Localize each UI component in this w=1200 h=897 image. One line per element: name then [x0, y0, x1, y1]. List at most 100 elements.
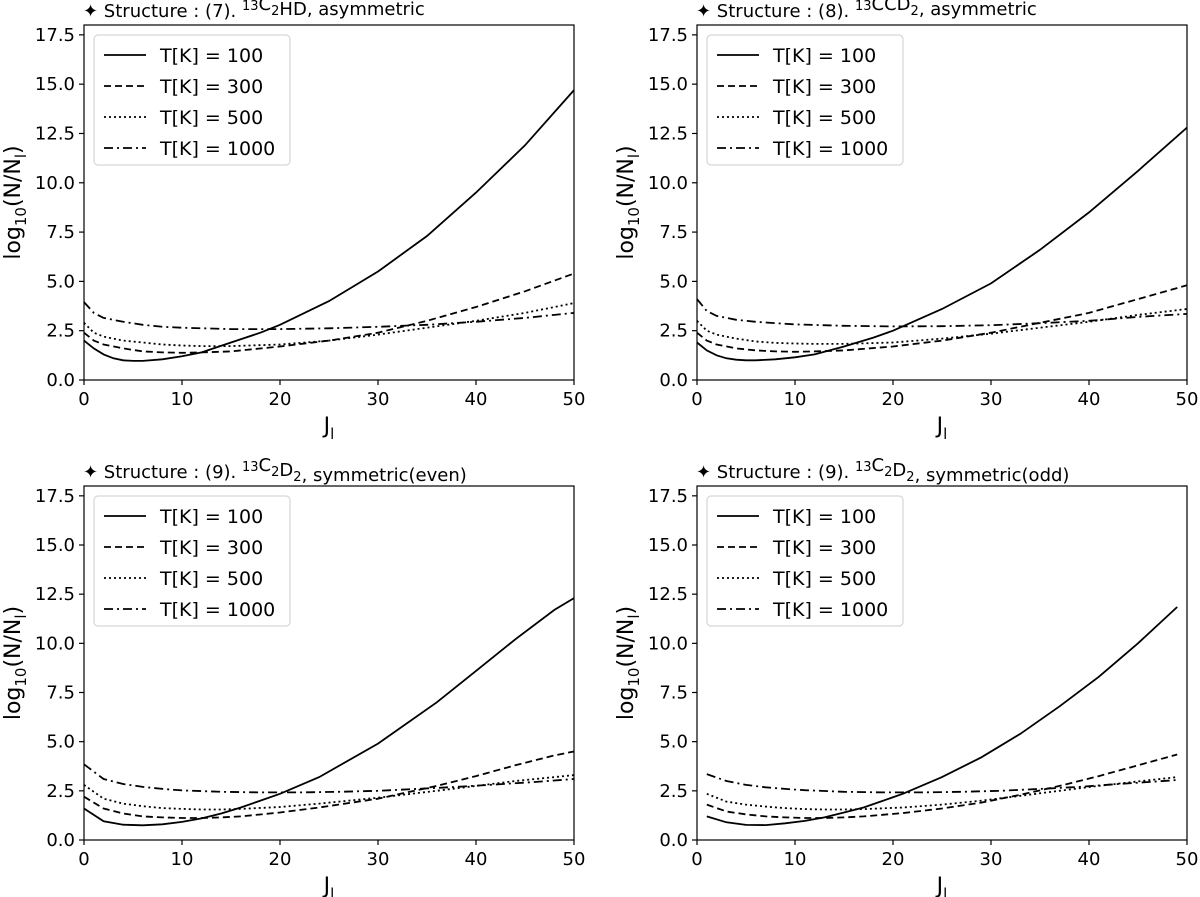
y-tick-label: 2.5 — [659, 781, 688, 802]
x-tick-label: 20 — [882, 849, 905, 870]
legend-label: T[K] = 1000 — [159, 138, 275, 160]
y-tick-label: 12.5 — [35, 584, 75, 605]
x-tick-label: 10 — [784, 389, 807, 410]
y-tick-label: 10.0 — [35, 173, 75, 194]
x-tick-label: 20 — [882, 389, 905, 410]
plot-frame — [83, 24, 575, 381]
x-tick-label: 30 — [980, 849, 1003, 870]
x-tick-label: 10 — [784, 849, 807, 870]
y-tick-label: 7.5 — [659, 222, 688, 243]
series-line-1000K — [696, 298, 1188, 328]
x-tick-label: 20 — [269, 849, 292, 870]
y-tick-label: 5.0 — [659, 271, 688, 292]
legend-label: T[K] = 300 — [772, 76, 876, 98]
y-tick-label: 5.0 — [659, 732, 688, 753]
y-tick-label: 15.0 — [35, 74, 75, 95]
x-tick-label: 30 — [980, 389, 1003, 410]
plot-frame — [696, 485, 1188, 841]
legend-label: T[K] = 500 — [772, 107, 876, 129]
y-tick-label: 0.0 — [46, 830, 75, 851]
x-tick-label: 50 — [563, 849, 586, 870]
legend: T[K] = 100 T[K] = 300 T[K] = 500 T[K] = 100… — [93, 495, 291, 627]
x-axis-label: Jl — [322, 874, 335, 897]
legend-label: T[K] = 1000 — [772, 138, 888, 160]
y-axis-label: log10(N/Nl) — [614, 606, 643, 720]
legend: T[K] = 100 T[K] = 300 T[K] = 500 T[K] = 100… — [93, 34, 291, 166]
y-tick-label: 0.0 — [659, 830, 688, 851]
x-tick-label: 50 — [1176, 849, 1199, 870]
x-tick-label: 10 — [171, 849, 194, 870]
x-tick-label: 40 — [1078, 389, 1101, 410]
series-line-100K — [696, 126, 1188, 362]
x-tick-label: 40 — [1078, 849, 1101, 870]
y-tick-label: 7.5 — [46, 683, 75, 704]
y-tick-label: 17.5 — [648, 25, 688, 46]
legend-label: T[K] = 1000 — [772, 599, 888, 621]
legend-box — [706, 495, 904, 627]
y-tick-label: 17.5 — [648, 486, 688, 507]
y-tick-label: 2.5 — [46, 321, 75, 342]
y-tick-label: 17.5 — [35, 25, 75, 46]
x-tick-label: 20 — [269, 389, 292, 410]
x-tick-label: 0 — [78, 849, 89, 870]
plot-frame — [83, 485, 575, 841]
legend-box — [706, 34, 904, 166]
chart-title: ✦ Structure : (8). 13CCD2, asymmetric — [696, 0, 1037, 22]
chart-title: ✦ Structure : (7). 13C2HD, asymmetric — [83, 0, 425, 22]
x-axis-label: Jl — [935, 874, 948, 897]
series-line-100K — [83, 597, 575, 827]
legend-label: T[K] = 500 — [159, 568, 263, 590]
y-tick-label: 12.5 — [648, 123, 688, 144]
y-tick-label: 5.0 — [46, 732, 75, 753]
legend-label: T[K] = 500 — [159, 107, 263, 129]
x-tick-label: 30 — [367, 849, 390, 870]
legend-label: T[K] = 100 — [772, 45, 876, 67]
y-tick-label: 12.5 — [35, 123, 75, 144]
chart-title: ✦ Structure : (9). 13C2D2, symmetric(odd… — [696, 455, 1069, 486]
legend-label: T[K] = 500 — [772, 568, 876, 590]
x-axis-label: Jl — [935, 414, 948, 443]
subplot-4: ✦ Structure : (9). 13C2D2, symmetric(odd… — [614, 455, 1198, 897]
y-tick-label: 10.0 — [35, 633, 75, 654]
legend-box — [93, 34, 291, 166]
y-tick-label: 10.0 — [648, 173, 688, 194]
legend-box — [93, 495, 291, 627]
series-line-300K — [83, 750, 575, 819]
y-tick-label: 15.0 — [35, 535, 75, 556]
y-tick-label: 15.0 — [648, 535, 688, 556]
y-axis-label: log10(N/Nl) — [1, 606, 30, 720]
x-tick-label: 30 — [367, 389, 390, 410]
y-tick-label: 5.0 — [46, 271, 75, 292]
legend: T[K] = 100 T[K] = 300 T[K] = 500 T[K] = 100… — [706, 34, 904, 166]
series-line-1000K — [83, 763, 575, 794]
subplot-3: ✦ Structure : (9). 13C2D2, symmetric(eve… — [1, 455, 585, 897]
x-tick-label: 40 — [465, 389, 488, 410]
legend: T[K] = 100 T[K] = 300 T[K] = 500 T[K] = 100… — [706, 495, 904, 627]
subplot-2: ✦ Structure : (8). 13CCD2, asymmetric 0 10… — [614, 0, 1198, 443]
x-tick-label: 0 — [691, 849, 702, 870]
x-tick-label: 50 — [1176, 389, 1199, 410]
y-tick-label: 7.5 — [46, 222, 75, 243]
y-tick-label: 0.0 — [659, 370, 688, 391]
legend-label: T[K] = 300 — [772, 537, 876, 559]
x-tick-label: 50 — [563, 389, 586, 410]
legend-label: T[K] = 300 — [159, 76, 263, 98]
x-tick-label: 40 — [465, 849, 488, 870]
y-tick-label: 2.5 — [46, 781, 75, 802]
y-axis-label: log10(N/Nl) — [1, 145, 30, 259]
y-tick-label: 0.0 — [46, 370, 75, 391]
series-line-1000K — [706, 773, 1178, 794]
x-tick-label: 10 — [171, 389, 194, 410]
legend-label: T[K] = 300 — [159, 537, 263, 559]
x-axis-label: Jl — [322, 414, 335, 443]
series-line-500K — [83, 774, 575, 811]
legend-label: T[K] = 100 — [159, 506, 263, 528]
y-tick-label: 15.0 — [648, 74, 688, 95]
series-line-300K — [706, 753, 1178, 819]
series-line-100K — [706, 606, 1178, 827]
legend-label: T[K] = 100 — [772, 506, 876, 528]
y-tick-label: 12.5 — [648, 584, 688, 605]
series-line-500K — [83, 302, 575, 348]
legend-label: T[K] = 1000 — [159, 599, 275, 621]
legend-label: T[K] = 100 — [159, 45, 263, 67]
